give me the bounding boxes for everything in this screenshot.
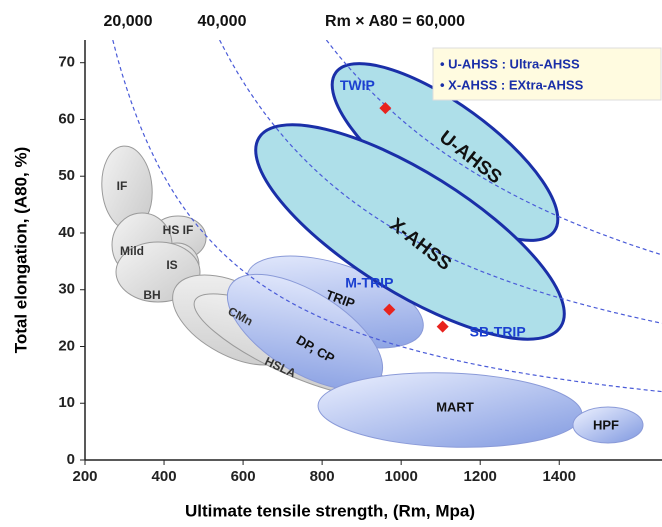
y-tick-label: 0 bbox=[67, 451, 75, 468]
iso-label: 40,000 bbox=[198, 13, 247, 30]
point bbox=[379, 102, 392, 115]
region-label: Mild bbox=[120, 244, 144, 258]
point-label: TWIP bbox=[340, 77, 375, 93]
x-tick-label: 800 bbox=[310, 468, 335, 485]
legend-box bbox=[432, 47, 662, 101]
iso-label: 20,000 bbox=[104, 13, 153, 30]
x-axis-label: Ultimate tensile strength, (Rm, Mpa) bbox=[185, 501, 475, 520]
region-label: MART bbox=[436, 399, 474, 414]
y-tick-label: 70 bbox=[58, 54, 75, 71]
region-label: HS IF bbox=[163, 223, 194, 237]
iso-label: Rm × A80 = 60,000 bbox=[325, 13, 465, 30]
region-label: IS bbox=[166, 258, 177, 272]
point-label: SB-TRIP bbox=[470, 323, 526, 339]
region bbox=[254, 123, 566, 341]
region-label: BH bbox=[143, 288, 160, 302]
iso-line bbox=[112, 40, 662, 393]
y-tick-label: 60 bbox=[58, 110, 75, 127]
x-tick-label: 200 bbox=[72, 468, 97, 485]
x-tick-label: 1000 bbox=[384, 468, 417, 485]
legend-entry: • X-AHSS : EXtra-AHSS bbox=[440, 77, 584, 92]
region-label: HPF bbox=[593, 417, 619, 432]
legend-entry: • U-AHSS : Ultra-AHSS bbox=[440, 56, 580, 71]
x-tick-label: 1200 bbox=[464, 468, 497, 485]
y-tick-label: 20 bbox=[58, 337, 75, 354]
y-tick-label: 30 bbox=[58, 281, 75, 298]
y-tick-label: 40 bbox=[58, 224, 75, 241]
x-tick-label: 1400 bbox=[543, 468, 576, 485]
iso-lines bbox=[112, 40, 662, 393]
x-tick-label: 400 bbox=[152, 468, 177, 485]
y-tick-label: 50 bbox=[58, 167, 75, 184]
point bbox=[383, 303, 396, 316]
region bbox=[572, 406, 644, 444]
region-label: IF bbox=[117, 179, 128, 193]
point-label: M-TRIP bbox=[345, 274, 393, 290]
iso-line bbox=[219, 40, 662, 324]
y-axis-label: Total elongation, (A80, %) bbox=[11, 147, 30, 354]
iso-line bbox=[325, 40, 662, 256]
point bbox=[436, 320, 449, 333]
x-tick-label: 600 bbox=[231, 468, 256, 485]
regions bbox=[101, 62, 644, 448]
y-tick-label: 10 bbox=[58, 394, 75, 411]
